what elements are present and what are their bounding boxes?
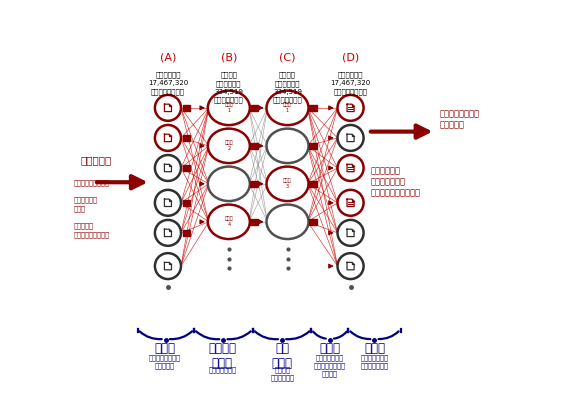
Bar (309, 219, 317, 225)
Polygon shape (164, 199, 172, 206)
Text: （候補遺伝子と
ドキュメント）: （候補遺伝子と ドキュメント） (361, 354, 388, 369)
Text: (A): (A) (160, 53, 176, 62)
Ellipse shape (208, 205, 250, 239)
Text: 出力部: 出力部 (319, 342, 340, 355)
Text: (C): (C) (279, 53, 296, 62)
Ellipse shape (338, 125, 364, 151)
Ellipse shape (155, 220, 181, 246)
Text: 検索クエリ: 検索クエリ (81, 155, 112, 165)
Text: 遺伝子
1: 遺伝子 1 (224, 102, 233, 113)
Text: 遺伝子
2: 遺伝子 2 (224, 141, 233, 151)
Ellipse shape (155, 125, 181, 151)
Bar (250, 181, 258, 187)
Text: 入力部: 入力部 (154, 342, 176, 355)
Text: ランキングされた
候補遺伝子: ランキングされた 候補遺伝子 (440, 109, 480, 129)
Ellipse shape (155, 190, 181, 216)
Bar (182, 165, 190, 171)
Ellipse shape (338, 155, 364, 181)
Polygon shape (347, 199, 354, 206)
Ellipse shape (338, 95, 364, 121)
Ellipse shape (338, 190, 364, 216)
Text: トピック
データベース
334,519
疑似ニューロン: トピック データベース 334,519 疑似ニューロン (214, 72, 243, 103)
Ellipse shape (155, 253, 181, 279)
Text: トピック
検索部: トピック 検索部 (208, 342, 236, 370)
Text: （統計的検定）: （統計的検定） (208, 366, 236, 373)
Text: 遺伝子
3: 遺伝子 3 (283, 178, 292, 189)
Bar (309, 181, 317, 187)
Ellipse shape (266, 205, 309, 239)
Text: 推論
検索部: 推論 検索部 (272, 342, 293, 370)
Polygon shape (347, 262, 354, 270)
Ellipse shape (266, 129, 309, 163)
Text: （ドキュメントの
全文検索）: （ドキュメントの 全文検索） (149, 354, 181, 369)
Text: （すべての条件
を満たすトピック
の選出）: （すべての条件 を満たすトピック の選出） (314, 354, 346, 377)
Bar (309, 105, 317, 111)
Ellipse shape (338, 253, 364, 279)
Bar (182, 135, 190, 141)
Polygon shape (347, 229, 354, 237)
Bar (250, 143, 258, 149)
Ellipse shape (208, 91, 250, 125)
Polygon shape (164, 229, 172, 237)
Polygon shape (164, 262, 172, 270)
Text: 表示部: 表示部 (364, 342, 385, 355)
Bar (250, 105, 258, 111)
Bar (309, 143, 317, 149)
Text: (B): (B) (220, 53, 237, 62)
Ellipse shape (266, 166, 309, 201)
Polygon shape (164, 134, 172, 142)
Text: 各候補遺伝子
データベースに
含まれるドキュメント: 各候補遺伝子 データベースに 含まれるドキュメント (370, 166, 420, 198)
Text: ドキュメント
17,467,320
ドキュメントロン: ドキュメント 17,467,320 ドキュメントロン (148, 72, 188, 95)
Ellipse shape (208, 166, 250, 201)
Ellipse shape (155, 155, 181, 181)
Bar (182, 105, 190, 111)
Text: （検索クエリの例）

キーワード：
糖尿病

検索条件：
ゲノム配列上の領域: （検索クエリの例） キーワード： 糖尿病 検索条件： ゲノム配列上の領域 (73, 179, 109, 238)
Bar (182, 230, 190, 236)
Text: (D): (D) (342, 53, 359, 62)
Text: 遺伝子
1: 遺伝子 1 (283, 102, 292, 113)
Ellipse shape (338, 220, 364, 246)
Ellipse shape (208, 129, 250, 163)
Polygon shape (347, 134, 354, 142)
Bar (250, 219, 258, 225)
Ellipse shape (155, 95, 181, 121)
Polygon shape (347, 104, 354, 111)
Text: （推論と
統計的検定）: （推論と 統計的検定） (270, 366, 295, 381)
Text: トピック
データベース
334,519
疑似ニューロン: トピック データベース 334,519 疑似ニューロン (273, 72, 302, 103)
Polygon shape (164, 104, 172, 111)
Bar (182, 200, 190, 206)
Polygon shape (347, 164, 354, 172)
Ellipse shape (266, 91, 309, 125)
Polygon shape (164, 164, 172, 172)
Text: ドキュメント
17,467,320
ドキュメントロン: ドキュメント 17,467,320 ドキュメントロン (330, 72, 371, 95)
Text: 遺伝子
4: 遺伝子 4 (224, 217, 233, 227)
